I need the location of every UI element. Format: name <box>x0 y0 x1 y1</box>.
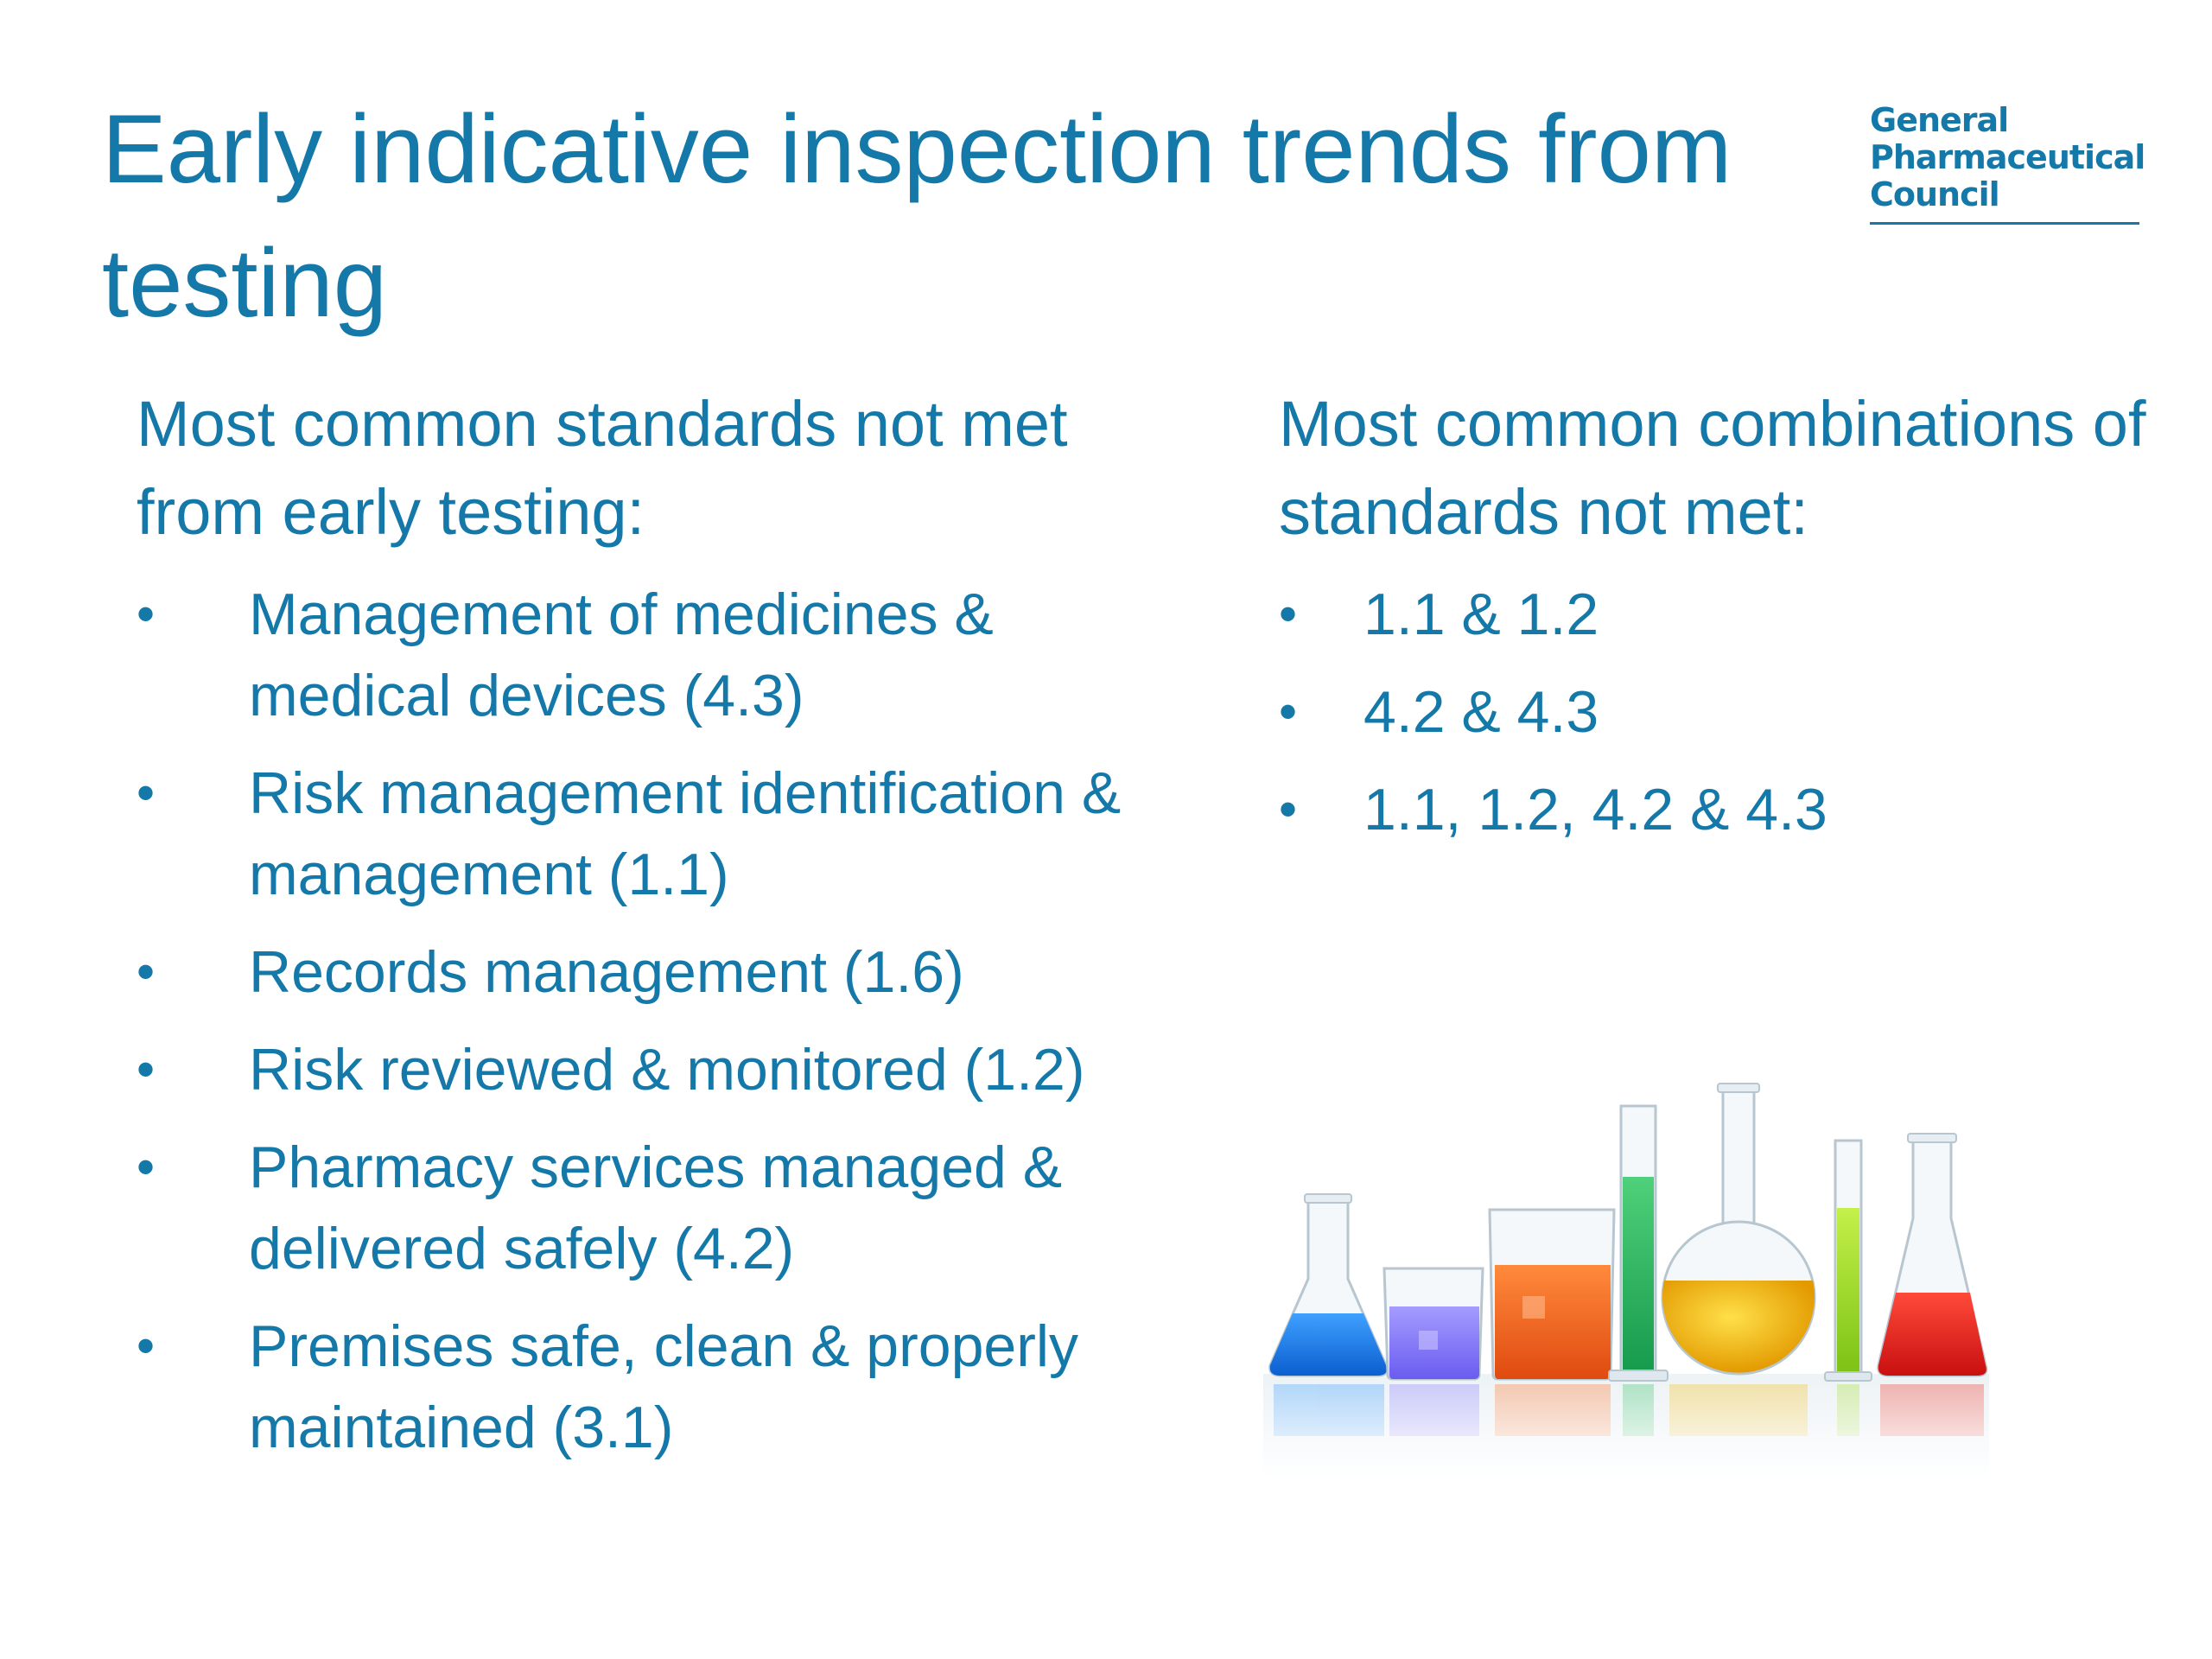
list-item-text: Risk management identification & managem… <box>249 760 1122 907</box>
red-flask <box>1877 1133 1988 1377</box>
bullet: • <box>137 943 156 1001</box>
list-item-text: Premises safe, clean & properly maintain… <box>249 1313 1078 1460</box>
bullet: • <box>137 1040 156 1098</box>
list-item: • Pharmacy services managed & delivered s… <box>137 1127 1199 1289</box>
list-item-text: 4.2 & 4.3 <box>1363 679 1599 745</box>
list-item-text: Pharmacy services managed & delivered sa… <box>249 1135 1063 1281</box>
gphc-logo: General Pharmaceutical Council <box>1870 101 2145 225</box>
left-column: Most common standards not met from early… <box>137 380 1199 1484</box>
list-item: • Risk reviewed & monitored (1.2) <box>137 1029 1199 1110</box>
bullet: • <box>137 1317 156 1375</box>
list-item-text: Records management (1.6) <box>249 939 964 1005</box>
green-cylinder <box>1608 1104 1669 1382</box>
bullet: • <box>1279 780 1298 838</box>
bullet: • <box>137 1138 156 1196</box>
list-item: • Premises safe, clean & properly maintai… <box>137 1306 1199 1468</box>
standards-list: • Management of medicines & medical devic… <box>137 574 1199 1468</box>
list-item: • 1.1 & 1.2 <box>1279 574 2186 655</box>
combinations-list: • 1.1 & 1.2 • 4.2 & 4.3 • 1.1, 1.2, 4.2 & 4… <box>1279 574 2186 850</box>
list-item: • Records management (1.6) <box>137 931 1199 1013</box>
bullet: • <box>1279 683 1298 741</box>
list-item: • Management of medicines & medical devic… <box>137 574 1199 736</box>
logo-line-2: Pharmaceutical <box>1870 138 2145 176</box>
right-column: Most common combinations of standards no… <box>1279 380 2186 867</box>
lime-cylinder <box>1824 1139 1872 1382</box>
orange-beaker <box>1488 1208 1616 1381</box>
bullet: • <box>137 585 156 643</box>
purple-beaker <box>1382 1267 1484 1381</box>
right-column-heading: Most common combinations of standards no… <box>1279 388 2146 548</box>
yellow-flask <box>1661 1083 1816 1376</box>
blue-flask <box>1268 1193 1389 1377</box>
list-item-text: Risk reviewed & monitored (1.2) <box>249 1037 1085 1103</box>
left-column-heading: Most common standards not met from early… <box>137 388 1068 548</box>
logo-line-1: General <box>1870 101 2009 139</box>
list-item: • 1.1, 1.2, 4.2 & 4.3 <box>1279 769 2186 850</box>
bullet: • <box>137 764 156 822</box>
list-item: • 4.2 & 4.3 <box>1279 671 2186 753</box>
logo-line-3: Council <box>1870 175 2000 213</box>
list-item-text: 1.1 & 1.2 <box>1363 582 1599 647</box>
slide-title: Early indicative inspection trends from … <box>102 95 1732 337</box>
lab-glassware-illustration <box>1263 1083 1989 1478</box>
list-item: • Risk management identification & manage… <box>137 753 1199 915</box>
bullet: • <box>1279 585 1298 643</box>
list-item-text: Management of medicines & medical device… <box>249 582 994 728</box>
list-item-text: 1.1, 1.2, 4.2 & 4.3 <box>1363 777 1827 842</box>
